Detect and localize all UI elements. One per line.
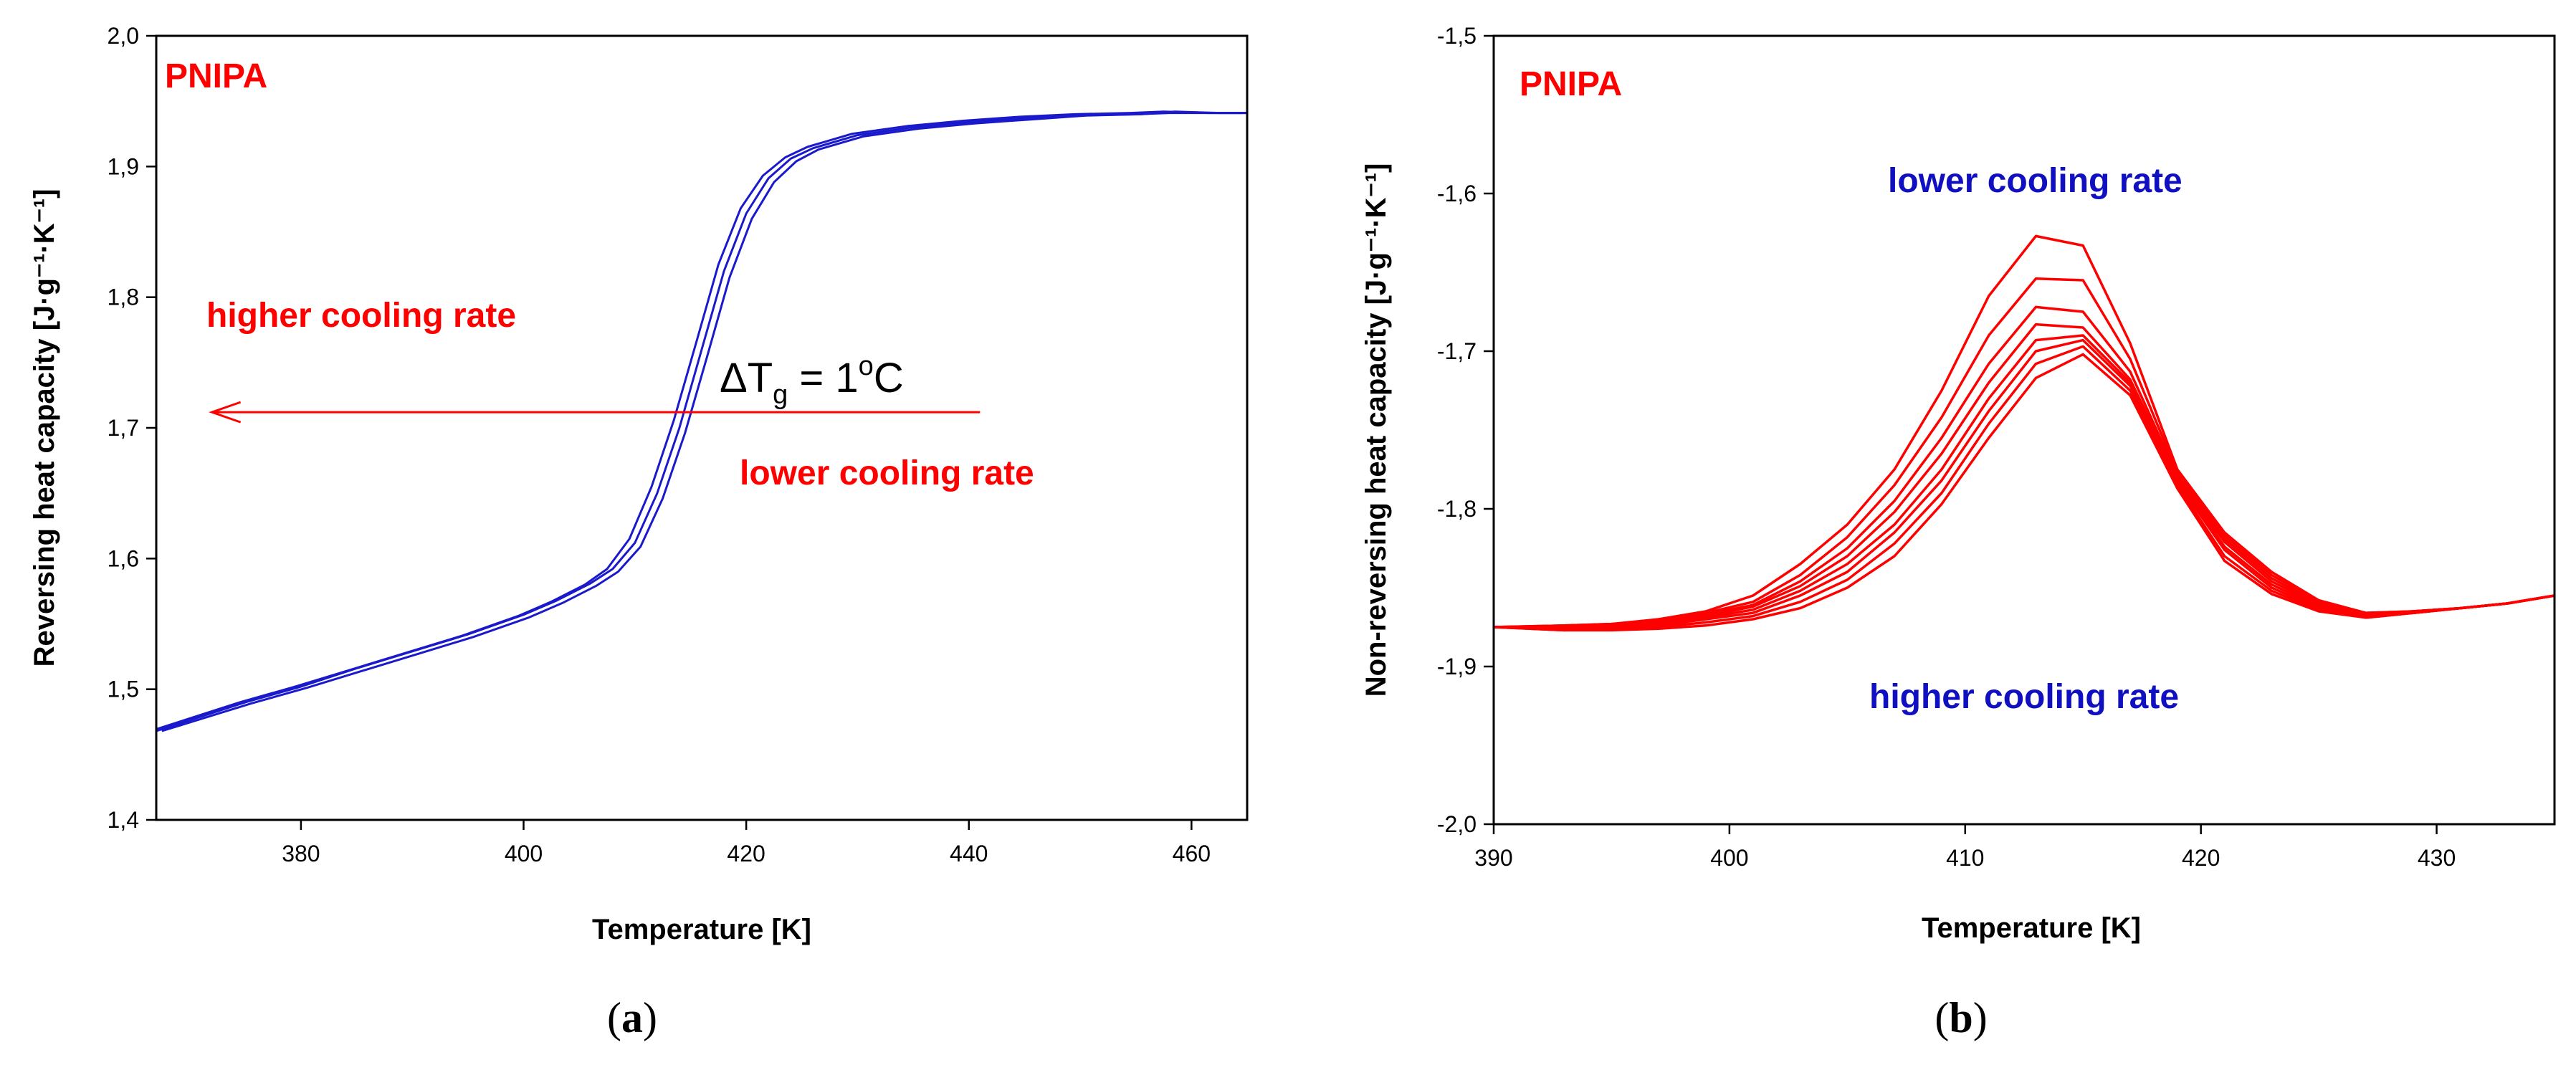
a-y-tick-label: 1,4: [108, 807, 139, 833]
a-lower-rate-label: lower cooling rate: [740, 454, 1034, 492]
b-y-tick-label: -2,0: [1437, 811, 1477, 837]
b-x-tick-label: 410: [1946, 845, 1984, 871]
a-plot-frame: [155, 34, 1249, 821]
b-series-run-4: [1494, 323, 2554, 629]
panel-b: 390 400 410 420 430-2,0-1,9-1,8-1,7-1,6-1,5 …: [1360, 23, 2556, 1041]
b-x-axis-title: Temperature [K]: [1922, 912, 2141, 944]
a-y-tick-label: 1,7: [108, 415, 139, 441]
a-x-tick-label: 380: [282, 841, 320, 866]
a-arrow-head: [209, 401, 242, 424]
a-shift-arrow: [209, 401, 981, 424]
a-delta-sub: g: [773, 380, 788, 410]
b-x-tick-label: 390: [1474, 845, 1512, 871]
a-delta-mid: = 1: [788, 355, 858, 401]
a-y-tick-label: 1,9: [108, 153, 139, 179]
b-series-run-8: [1494, 353, 2554, 632]
b-series-group: [1494, 234, 2554, 632]
a-series-curve-3: [161, 110, 1247, 732]
b-panel-caption: (b): [1935, 994, 1987, 1041]
a-caption-close: ): [643, 994, 657, 1041]
a-higher-rate-label: higher cooling rate: [206, 297, 516, 335]
b-x-tick-label: 430: [2418, 845, 2456, 871]
a-x-tick-label: 420: [727, 841, 765, 866]
b-y-tick-label: -1,8: [1437, 496, 1477, 522]
a-y-tick-label: 1,6: [108, 545, 139, 571]
a-sample-label: PNIPA: [165, 57, 267, 95]
a-x-tick-label: 440: [950, 841, 988, 866]
a-delta-sup: o: [859, 351, 874, 381]
b-lower-rate-label: lower cooling rate: [1888, 162, 2183, 200]
a-delta-tg-label: ΔTg = 1oC: [720, 351, 904, 410]
a-x-tick-label: 460: [1173, 841, 1211, 866]
b-sample-label: PNIPA: [1520, 65, 1622, 103]
b-plot-frame: [1492, 34, 2556, 826]
b-y-tick-label: -1,7: [1437, 338, 1477, 364]
b-caption-letter: b: [1949, 994, 1972, 1041]
a-x-axis-title: Temperature [K]: [592, 914, 811, 945]
a-x-tick-label: 400: [505, 841, 543, 866]
b-series-run-6: [1494, 338, 2554, 630]
b-higher-rate-label: higher cooling rate: [1869, 678, 2179, 716]
b-series-run-7: [1494, 345, 2554, 632]
a-y-tick-label: 2,0: [108, 23, 139, 49]
a-series-curve-2: [156, 112, 1247, 732]
b-caption-open: (: [1935, 994, 1949, 1041]
b-y-tick-label: -1,9: [1437, 654, 1477, 679]
a-delta-prefix: ΔT: [720, 355, 773, 401]
panel-a: 380 400 420 440 460 1,4 1,5 1,6 1,7 1,8 1,9 2,0 PNI…: [29, 23, 1249, 1041]
a-panel-caption: (a): [607, 994, 657, 1041]
b-ticks-group: 390 400 410 420 430 -2,0 -1,9 -1,8 -1,7 -1,6 -1,5: [1437, 23, 2456, 871]
a-y-axis-title: Reversing heat capacity [J·g⁻¹·K⁻¹]: [29, 189, 60, 667]
a-ticks-group: 380 400 420 440 460 1,4 1,5 1,6 1,7 1,8 1,9 2,0: [108, 23, 1211, 866]
a-delta-unit: C: [874, 355, 904, 401]
b-caption-close: ): [1973, 994, 1988, 1041]
b-y-axis-title: Non-reversing heat capacity [J·g⁻¹·K⁻¹]: [1360, 163, 1392, 697]
a-caption-open: (: [607, 994, 621, 1041]
b-y-tick-label: -1,6: [1437, 181, 1477, 206]
b-x-tick-label: 400: [1710, 845, 1748, 871]
a-series-curve-1: [156, 110, 1242, 731]
b-series-run-2: [1494, 277, 2554, 629]
a-caption-letter: a: [621, 994, 643, 1041]
a-series-group: [156, 110, 1247, 732]
b-x-tick-label: 420: [2182, 845, 2220, 871]
a-y-tick-label: 1,5: [108, 677, 139, 702]
a-y-tick-label: 1,8: [108, 285, 139, 310]
b-y-tick-label: -1,5: [1437, 23, 1477, 49]
